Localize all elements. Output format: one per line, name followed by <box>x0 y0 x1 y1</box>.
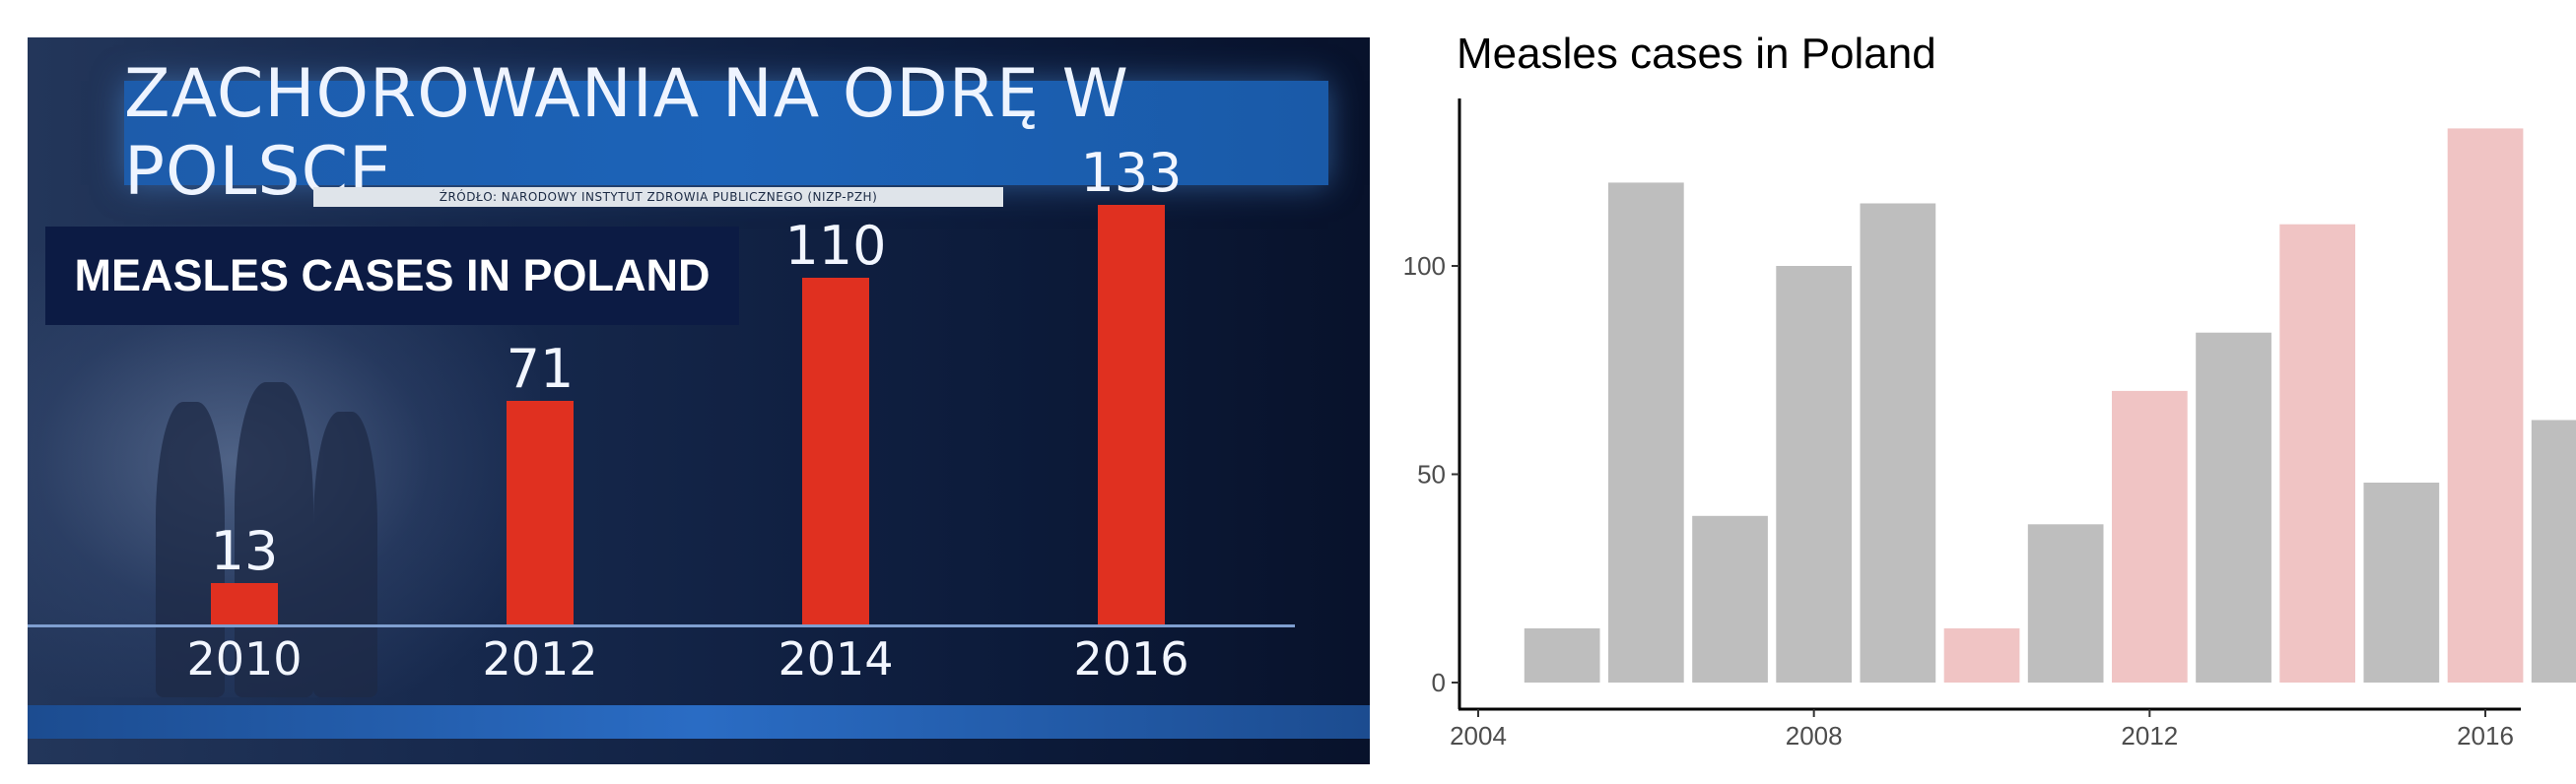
bar-2012 <box>2112 390 2188 683</box>
tv-bottom-strip <box>28 705 1370 739</box>
tv-bar-2010 <box>211 583 278 624</box>
bar-2013 <box>2196 332 2271 683</box>
bar-2011 <box>2027 524 2104 683</box>
y-tick-label: 100 <box>1403 251 1446 281</box>
tv-bar-value-label: 71 <box>506 337 575 400</box>
bar-2005 <box>1524 628 1600 683</box>
x-tick-label: 2012 <box>2121 721 2178 751</box>
x-tick-label: 2008 <box>1786 721 1843 751</box>
bar-2015 <box>2363 483 2440 683</box>
bar-chart: 0 50 100 2004 2008 2012 2016 <box>1403 98 2576 751</box>
y-tick-label: 50 <box>1417 460 1446 490</box>
tv-bar-value-label: 133 <box>1080 142 1183 205</box>
x-tick-label: 2004 <box>1450 721 1507 751</box>
tv-bar-value-label: 110 <box>784 215 887 277</box>
bar-2007 <box>1692 515 1768 683</box>
tv-title: ZACHOROWANIA NA ODRĘ W POLSCE <box>124 55 1129 211</box>
bar-2009 <box>1860 203 1936 683</box>
bar-2008 <box>1776 266 1852 683</box>
bar-2010 <box>1943 628 2020 683</box>
chart-panel: Measles cases in Poland 0 50 100 2004 2008 20… <box>1399 0 2576 784</box>
y-tick-label: 0 <box>1432 668 1446 697</box>
source-text: ŹRÓDŁO: NARODOWY INSTYTUT ZDROWIA PUBLIC… <box>439 190 878 204</box>
bar-2006 <box>1608 182 1684 683</box>
chart-title: Measles cases in Poland <box>1457 30 1936 78</box>
bar-2017 <box>2531 420 2576 683</box>
tv-baseline <box>28 624 1295 627</box>
tv-year-label: 2012 <box>482 632 598 686</box>
tv-bar-2014 <box>802 278 869 624</box>
tv-bar-2016 <box>1098 205 1165 624</box>
tv-bar-value-label: 13 <box>210 520 279 583</box>
broadcast-graphic: ZACHOROWANIA NA ODRĘ W POLSCE ŹRÓDŁO: NA… <box>28 37 1370 764</box>
bar-2016 <box>2447 128 2524 683</box>
tv-year-label: 2010 <box>186 632 303 686</box>
tv-title-banner: ZACHOROWANIA NA ODRĘ W POLSCE <box>124 55 1328 211</box>
tv-year-label: 2014 <box>778 632 894 686</box>
tv-year-label: 2016 <box>1073 632 1189 686</box>
source-bar: ŹRÓDŁO: NARODOWY INSTYTUT ZDROWIA PUBLIC… <box>313 187 1003 207</box>
silhouette <box>313 412 377 697</box>
bar-2014 <box>2279 224 2355 683</box>
english-label: MEASLES CASES IN POLAND <box>74 250 711 300</box>
silhouette <box>156 402 225 697</box>
tv-bar-2012 <box>507 400 574 624</box>
silhouette <box>235 382 313 697</box>
english-label-box: MEASLES CASES IN POLAND <box>45 227 739 325</box>
x-tick-label: 2016 <box>2457 721 2514 751</box>
